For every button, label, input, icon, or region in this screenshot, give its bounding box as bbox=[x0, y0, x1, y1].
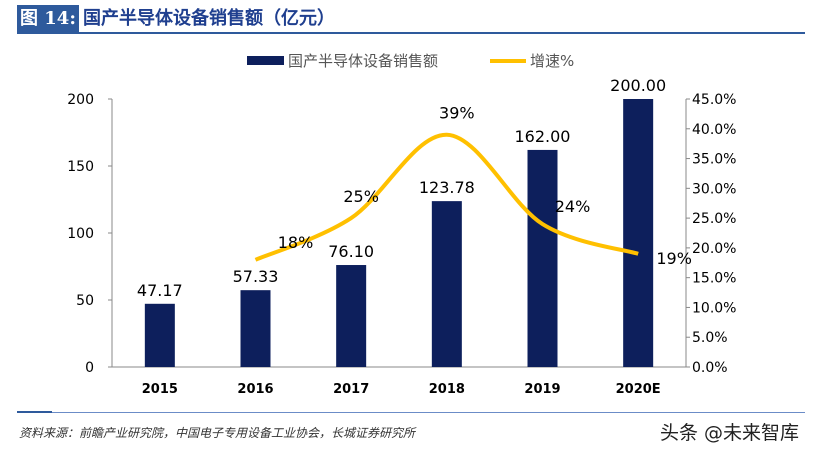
bar bbox=[144, 303, 175, 367]
bar bbox=[240, 290, 271, 367]
figure-title: 国产半导体设备销售额（亿元） bbox=[83, 8, 335, 29]
bar-label: 47.17 bbox=[137, 281, 183, 300]
line-label: 24% bbox=[555, 197, 591, 216]
right-tick-label: 10.0% bbox=[692, 300, 736, 316]
left-tick-label: 0 bbox=[85, 360, 94, 376]
line-label: 39% bbox=[439, 104, 475, 123]
x-tick-label: 2018 bbox=[429, 382, 465, 397]
figure-label: 图 14: bbox=[17, 5, 79, 32]
right-tick-label: 40.0% bbox=[692, 122, 736, 138]
line-label: 18% bbox=[278, 233, 314, 252]
right-tick-label: 25.0% bbox=[692, 211, 736, 227]
line-label: 19% bbox=[656, 249, 692, 268]
right-tick-label: 0.0% bbox=[692, 360, 728, 376]
bar bbox=[431, 201, 462, 367]
growth-line bbox=[254, 132, 639, 262]
x-tick-label: 2016 bbox=[237, 382, 273, 397]
right-tick-label: 35.0% bbox=[692, 152, 736, 168]
right-tick-label: 15.0% bbox=[692, 271, 736, 287]
bar bbox=[623, 99, 654, 367]
right-tick-label: 30.0% bbox=[692, 181, 736, 197]
legend-bar-swatch bbox=[247, 56, 284, 65]
x-tick-label: 2015 bbox=[142, 382, 178, 397]
left-tick-label: 100 bbox=[67, 226, 94, 242]
source-note: 资料来源：前瞻产业研究院，中国电子专用设备工业协会，长城证券研究所 bbox=[19, 426, 416, 440]
right-tick-label: 20.0% bbox=[692, 241, 736, 257]
left-tick-label: 150 bbox=[67, 159, 94, 175]
bar-label: 76.10 bbox=[328, 242, 374, 261]
bar bbox=[527, 149, 558, 367]
left-tick-label: 200 bbox=[67, 92, 94, 108]
bar-label: 162.00 bbox=[515, 127, 571, 146]
figure-header: 图 14: 国产半导体设备销售额（亿元） bbox=[17, 5, 805, 34]
legend-line-label: 增速% bbox=[530, 52, 574, 70]
bar bbox=[336, 265, 367, 367]
footer-divider bbox=[17, 411, 805, 413]
right-tick-label: 5.0% bbox=[692, 330, 728, 346]
right-tick-label: 45.0% bbox=[692, 92, 736, 108]
bar-label: 123.78 bbox=[419, 178, 475, 197]
line-label: 25% bbox=[343, 187, 379, 206]
bar-label: 57.33 bbox=[233, 267, 279, 286]
watermark: 头条 @未来智库 bbox=[660, 422, 800, 444]
x-tick-label: 2020E bbox=[616, 382, 661, 397]
bar-label: 200.00 bbox=[610, 76, 666, 95]
legend-bar-label: 国产半导体设备销售额 bbox=[288, 52, 438, 70]
left-tick-label: 50 bbox=[76, 293, 94, 309]
x-tick-label: 2017 bbox=[333, 382, 369, 397]
x-tick-label: 2019 bbox=[524, 382, 560, 397]
